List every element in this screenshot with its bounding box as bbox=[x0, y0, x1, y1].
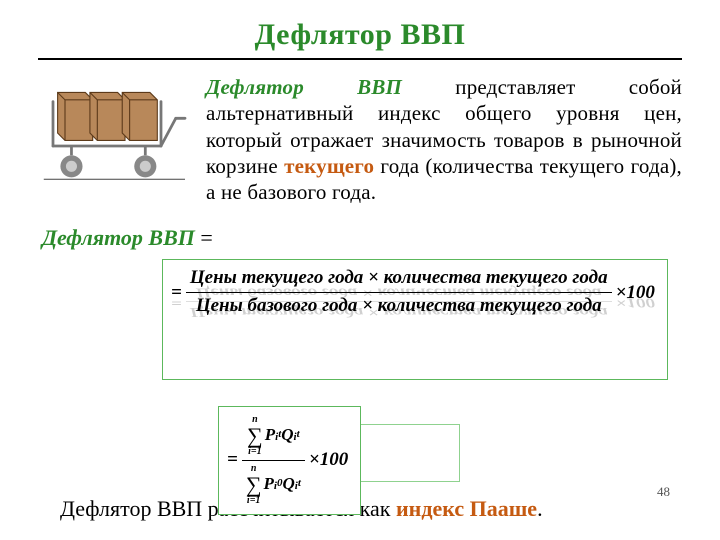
P-num: P bbox=[265, 426, 275, 445]
lead-term: Дефлятор ВВП bbox=[206, 75, 402, 99]
sum-lower-2: i=1 bbox=[247, 496, 260, 506]
intro-paragraph: Дефлятор ВВП представляет собой альтерна… bbox=[206, 74, 682, 205]
frac2-den: n ∑ i=1 Pi0 Qit bbox=[242, 462, 305, 508]
formula-words-reflection: = Цены текущего года × количества текуще… bbox=[171, 283, 655, 320]
Q-num: Q bbox=[281, 426, 293, 445]
bottom-post: . bbox=[537, 496, 543, 521]
para-highlight: текущего bbox=[284, 154, 374, 178]
frac2-bar bbox=[242, 460, 305, 461]
top-row: Дефлятор ВВП представляет собой альтерна… bbox=[38, 74, 682, 205]
Qt-sup-num: t bbox=[297, 428, 300, 440]
formula-sigma: = n ∑ i=1 Pit Qit n bbox=[227, 413, 348, 508]
P0-sup-den: 0 bbox=[277, 477, 283, 489]
Qt-sup-den: t bbox=[298, 477, 301, 489]
formula-shadow-box bbox=[348, 424, 460, 482]
slide-title: Дефлятор ВВП bbox=[38, 18, 682, 52]
sum-bot: n ∑ i=1 bbox=[246, 464, 262, 506]
lhs-label: Дефлятор ВВП bbox=[42, 225, 195, 250]
cart-icon bbox=[38, 74, 188, 194]
sum-lower-1: i=1 bbox=[248, 447, 261, 457]
formula-words-box: = Цены текущего года × количества текуще… bbox=[162, 259, 668, 380]
frac2-num: n ∑ i=1 Pit Qit bbox=[243, 413, 304, 459]
times100-2: ×100 bbox=[309, 449, 348, 471]
page-number: 48 bbox=[657, 484, 670, 500]
eq-sign-2: = bbox=[227, 449, 238, 471]
sigma-2: ∑ bbox=[246, 474, 262, 496]
sum-top: n ∑ i=1 bbox=[247, 415, 263, 457]
Pt-sup-num: t bbox=[278, 428, 281, 440]
sigma-1: ∑ bbox=[247, 425, 263, 447]
title-underline bbox=[38, 58, 682, 60]
P-den: P bbox=[264, 475, 274, 494]
formula-lhs: Дефлятор ВВП = bbox=[42, 225, 682, 251]
slide-root: Дефлятор ВВП bbox=[0, 0, 720, 540]
lhs-eq: = bbox=[195, 225, 213, 250]
bottom-highlight: индекс Пааше bbox=[396, 496, 537, 521]
formula-sigma-block: = n ∑ i=1 Pit Qit n bbox=[218, 406, 361, 515]
Q-den: Q bbox=[282, 475, 294, 494]
formula-words-block: = Цены текущего года × количества текуще… bbox=[148, 259, 682, 380]
cart-illustration bbox=[38, 74, 188, 199]
fraction-sigma: n ∑ i=1 Pit Qit n ∑ i=1 bbox=[242, 413, 305, 508]
formula-sigma-box: = n ∑ i=1 Pit Qit n bbox=[218, 406, 361, 515]
